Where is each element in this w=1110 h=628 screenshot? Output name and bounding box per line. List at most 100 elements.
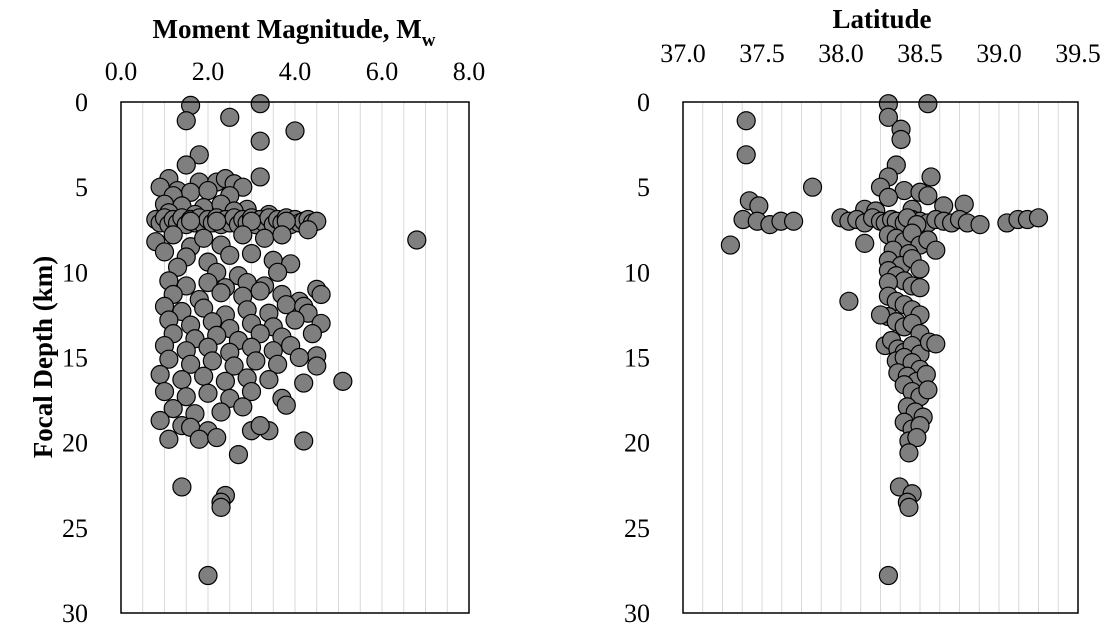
latitude-data-point: [736, 111, 756, 131]
magnitude-data-point: [202, 351, 222, 371]
magnitude-data-point: [268, 354, 288, 374]
magnitude-x-tick-label: 8.0: [453, 57, 486, 86]
latitude-data-point: [870, 305, 891, 325]
magnitude-data-point: [302, 324, 322, 344]
latitude-data-point: [736, 145, 756, 165]
magnitude-x-tick-labels: 0.0 2.0 4.0 6.0 8.0: [105, 57, 486, 86]
magnitude-data-point: [224, 356, 244, 376]
magnitude-data-point: [259, 370, 279, 390]
magnitude-data-point: [311, 284, 331, 305]
magnitude-x-tick-label: 4.0: [279, 57, 312, 86]
magnitude-data-point: [241, 381, 262, 402]
magnitude-data-point: [233, 397, 253, 417]
magnitude-data-point: [194, 228, 214, 248]
magnitude-data-point: [189, 429, 209, 449]
latitude-y-tick-labels: 0 5 10 15 20 25 30: [624, 88, 650, 628]
magnitude-y-tick-label: 20: [62, 429, 88, 458]
latitude-y-tick-label: 10: [624, 258, 650, 287]
magnitude-data-point: [198, 272, 218, 293]
magnitude-data-point: [163, 399, 183, 419]
latitude-data-point: [878, 107, 899, 127]
magnitude-data-point: [220, 107, 240, 127]
latitude-data-point: [910, 259, 930, 279]
latitude-data-point: [918, 186, 938, 206]
latitude-x-tick-labels: 37.0 37.5 38.0 38.5 39.0 39.5: [660, 39, 1101, 68]
latitude-depth-points: [720, 94, 1049, 586]
magnitude-data-point: [298, 220, 318, 240]
y-axis-title: Focal Depth (km): [28, 256, 58, 458]
magnitude-data-point: [211, 283, 231, 303]
magnitude-y-tick-label: 15: [62, 344, 88, 373]
magnitude-data-point: [272, 225, 292, 245]
magnitude-data-point: [307, 356, 327, 376]
latitude-data-point: [926, 334, 946, 354]
magnitude-data-point: [289, 347, 309, 368]
magnitude-data-point: [167, 257, 188, 277]
latitude-x-tick-label: 39.0: [976, 39, 1022, 68]
magnitude-data-point: [207, 211, 227, 231]
magnitude-data-point: [159, 429, 179, 449]
magnitude-data-point: [228, 444, 249, 465]
latitude-y-tick-label: 0: [637, 88, 650, 117]
magnitude-data-point: [276, 395, 296, 415]
magnitude-depth-scatter-panel: 0.0 2.0 4.0 6.0 8.0 0 5 10 15 20 25 30 Moment Magn…: [28, 14, 485, 628]
magnitude-data-point: [246, 351, 266, 371]
magnitude-data-point: [163, 225, 183, 245]
latitude-data-point: [899, 497, 919, 517]
magnitude-x-axis-title-subscript: w: [422, 30, 436, 51]
magnitude-data-point: [154, 381, 175, 402]
magnitude-x-axis-title: Moment Magnitude, Mw: [153, 14, 436, 51]
magnitude-data-point: [154, 242, 175, 262]
magnitude-data-point: [172, 477, 192, 497]
magnitude-data-point: [159, 349, 179, 369]
magnitude-data-point: [207, 427, 227, 448]
magnitude-data-point: [254, 228, 275, 248]
latitude-y-tick-label: 20: [624, 429, 650, 458]
magnitude-data-point: [150, 364, 170, 385]
magnitude-data-point: [176, 111, 196, 131]
magnitude-y-tick-label: 10: [62, 258, 88, 287]
latitude-data-point: [910, 278, 930, 298]
latitude-data-point: [839, 291, 859, 311]
magnitude-x-tick-label: 2.0: [192, 57, 225, 86]
latitude-plot-frame: [682, 101, 1079, 614]
magnitude-data-point: [181, 354, 201, 374]
latitude-data-point: [855, 233, 875, 253]
latitude-data-point: [878, 187, 899, 207]
magnitude-data-point: [198, 565, 218, 586]
magnitude-data-point: [250, 167, 270, 187]
magnitude-data-point: [294, 431, 314, 451]
latitude-data-point: [891, 129, 911, 150]
magnitude-data-point: [181, 211, 201, 231]
latitude-data-point: [926, 240, 946, 260]
magnitude-depth-points: [146, 94, 427, 586]
magnitude-data-point: [194, 298, 214, 318]
latitude-y-tick-label: 5: [637, 173, 650, 202]
latitude-grid: [702, 102, 1059, 613]
magnitude-y-tick-label: 5: [75, 173, 88, 202]
magnitude-data-point: [250, 416, 270, 436]
magnitude-plot-frame: [120, 101, 470, 614]
magnitude-data-point: [241, 211, 262, 231]
latitude-x-tick-label: 38.0: [818, 39, 864, 68]
magnitude-data-point: [241, 243, 262, 264]
latitude-data-point: [783, 211, 804, 231]
latitude-data-point: [720, 235, 741, 255]
latitude-data-point: [907, 427, 927, 448]
magnitude-data-point: [250, 94, 270, 114]
magnitude-data-point: [215, 371, 235, 391]
latitude-data-point: [970, 215, 990, 235]
latitude-x-axis-title: Latitude: [832, 4, 931, 34]
magnitude-y-tick-label: 30: [62, 599, 88, 628]
magnitude-data-point: [198, 383, 218, 403]
magnitude-data-point: [189, 145, 209, 165]
latitude-x-tick-label: 38.5: [897, 39, 943, 68]
magnitude-data-point: [176, 155, 196, 175]
magnitude-data-point: [211, 402, 231, 422]
latitude-data-point: [918, 94, 938, 114]
latitude-data-point: [878, 565, 899, 586]
latitude-data-point: [802, 177, 823, 197]
magnitude-data-point: [268, 262, 288, 282]
magnitude-data-point: [285, 310, 305, 330]
